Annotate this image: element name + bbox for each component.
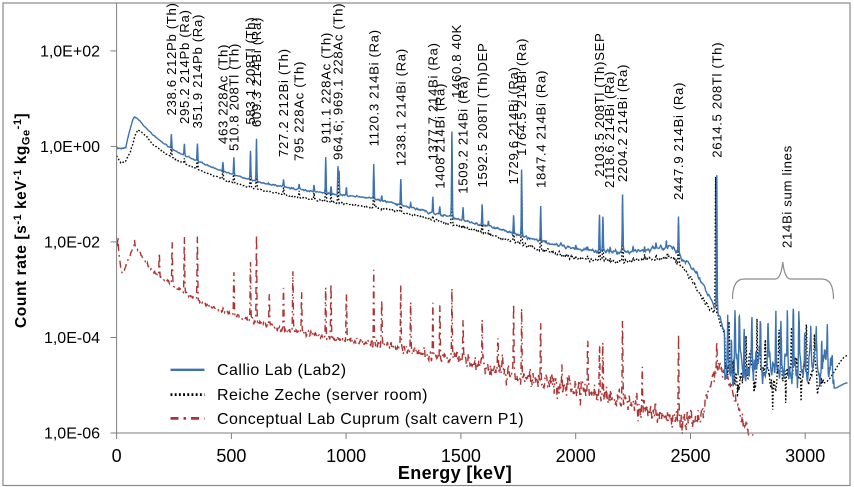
svg-text:964.6; 969.1 228Ac (Th): 964.6; 969.1 228Ac (Th)	[331, 3, 346, 160]
svg-text:1764.5 214Bi (Ra): 1764.5 214Bi (Ra)	[514, 38, 529, 156]
svg-text:Reiche Zeche (server room): Reiche Zeche (server room)	[217, 387, 428, 404]
svg-text:1377.7 214Bi (Ra): 1377.7 214Bi (Ra)	[426, 42, 441, 160]
svg-text:1000: 1000	[326, 446, 366, 466]
svg-text:1,0E-02: 1,0E-02	[44, 234, 100, 251]
svg-text:1,0E-06: 1,0E-06	[44, 426, 100, 443]
svg-text:1408 214Bi (Ra): 1408 214Bi (Ra)	[432, 83, 447, 189]
svg-text:2500: 2500	[670, 446, 710, 466]
svg-text:463 228Ac (Th): 463 228Ac (Th)	[216, 44, 231, 144]
svg-text:1847.4 214Bi (Ra): 1847.4 214Bi (Ra)	[533, 70, 548, 188]
svg-text:583.1 208Tl (Th): 583.1 208Tl (Th)	[243, 17, 258, 125]
svg-text:1238.1 214Bi (Ra): 1238.1 214Bi (Ra)	[393, 48, 408, 166]
svg-text:727.2 212Bi (Th): 727.2 212Bi (Th)	[276, 48, 291, 157]
svg-text:351.9 214Pb (Ra): 351.9 214Pb (Ra)	[190, 14, 205, 129]
svg-text:1509.2 214Bi (Ra): 1509.2 214Bi (Ra)	[456, 76, 471, 194]
svg-text:1,0E+02: 1,0E+02	[40, 43, 100, 60]
svg-text:795 228Ac (Th): 795 228Ac (Th)	[292, 61, 307, 161]
svg-text:1,0E+00: 1,0E+00	[40, 139, 100, 156]
svg-text:1120.3 214Bi (Ra): 1120.3 214Bi (Ra)	[366, 29, 381, 146]
svg-text:Callio Lab (Lab2): Callio Lab (Lab2)	[217, 362, 347, 379]
svg-text:510.8 208Tl (Th): 510.8 208Tl (Th)	[227, 43, 242, 151]
svg-text:1592.5 208Tl (Th)DEP: 1592.5 208Tl (Th)DEP	[475, 43, 490, 188]
svg-text:2118.6 214Bi (Ra): 2118.6 214Bi (Ra)	[602, 71, 617, 188]
svg-text:1,0E-04: 1,0E-04	[44, 330, 100, 347]
svg-text:1500: 1500	[441, 446, 481, 466]
svg-text:1729.6 214Bi (Ra): 1729.6 214Bi (Ra)	[506, 66, 521, 184]
svg-text:295.2 214Pb (Ra): 295.2 214Pb (Ra)	[177, 9, 192, 124]
svg-text:2103.5 208Tl (Th)SEP: 2103.5 208Tl (Th)SEP	[592, 33, 607, 177]
svg-text:0: 0	[112, 446, 122, 466]
svg-text:Energy [keV]: Energy [keV]	[398, 463, 512, 483]
svg-text:1460.8 40K: 1460.8 40K	[449, 24, 464, 98]
svg-text:2447.9 214Bi (Ra): 2447.9 214Bi (Ra)	[671, 82, 686, 200]
svg-text:609.3 214Bi (Ra): 609.3 214Bi (Ra)	[249, 17, 264, 127]
svg-text:238.6 212Pb (Th): 238.6 212Pb (Th)	[164, 2, 179, 115]
svg-text:2204.2 214Bi (Ra): 2204.2 214Bi (Ra)	[615, 64, 630, 182]
svg-text:Count rate [s-1 keV-1 kgGe-1]: Count rate [s-1 keV-1 kgGe-1]	[12, 113, 33, 328]
svg-text:214Bi sum lines: 214Bi sum lines	[780, 145, 795, 248]
svg-text:500: 500	[216, 446, 246, 466]
svg-text:911.1 228Ac (Th): 911.1 228Ac (Th)	[318, 32, 333, 143]
svg-text:2614.5 208Tl (Th): 2614.5 208Tl (Th)	[709, 42, 724, 158]
svg-text:Conceptual Lab Cuprum (salt ca: Conceptual Lab Cuprum (salt cavern P1)	[217, 411, 524, 428]
svg-text:3000: 3000	[785, 446, 825, 466]
svg-text:2000: 2000	[556, 446, 596, 466]
